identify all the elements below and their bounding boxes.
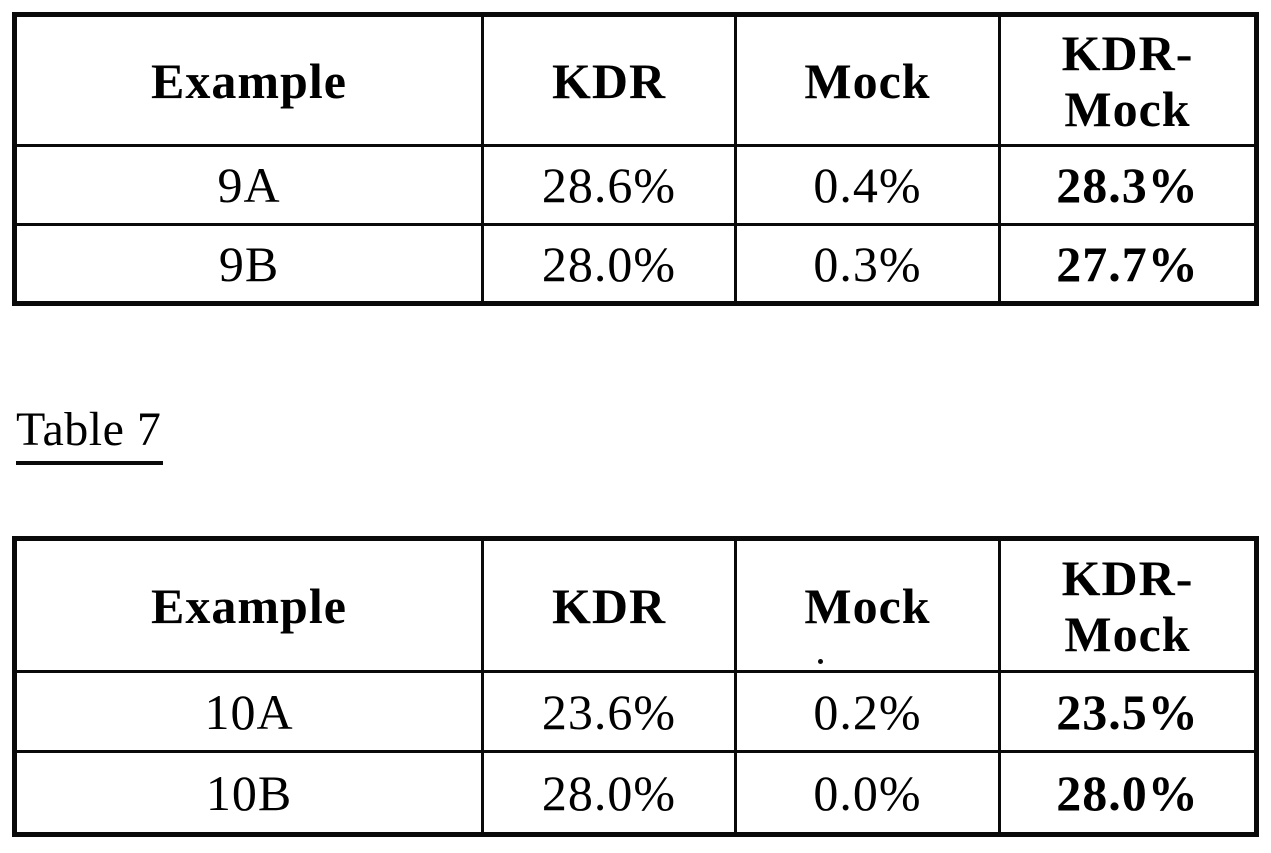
cell-kdr: 28.6%	[481, 144, 737, 226]
upper-header-kdr: KDR	[481, 13, 737, 147]
cell-kdr: 28.0%	[481, 223, 737, 305]
upper-results-table: Example KDR Mock KDR- Mock 9A 28.6% 0.4%…	[12, 12, 1259, 306]
cell-example: 10B	[13, 750, 484, 836]
lower-header-example: Example	[13, 537, 484, 673]
cell-mock: 0.3%	[734, 223, 1001, 305]
cell-example: 10A	[13, 670, 484, 753]
upper-header-example: Example	[13, 13, 484, 147]
scan-artifact-dot	[818, 659, 823, 664]
cell-kdr: 23.6%	[481, 670, 737, 753]
cell-mock: 0.4%	[734, 144, 1001, 226]
upper-header-mock: Mock	[734, 13, 1001, 147]
lower-results-table: Example KDR Mock KDR- Mock 10A 23.6% 0.2…	[12, 536, 1259, 837]
table-7-heading: Table 7	[16, 406, 164, 465]
cell-kdr-minus-mock: 27.7%	[998, 223, 1258, 305]
cell-mock: 0.2%	[734, 670, 1001, 753]
lower-header-kdr: KDR	[481, 537, 737, 673]
cell-kdr-minus-mock: 28.0%	[998, 750, 1258, 836]
upper-header-kdr-minus-mock: KDR- Mock	[998, 13, 1258, 147]
cell-kdr-minus-mock: 23.5%	[998, 670, 1258, 753]
cell-example: 9B	[13, 223, 484, 305]
cell-mock: 0.0%	[734, 750, 1001, 836]
cell-kdr-minus-mock: 28.3%	[998, 144, 1258, 226]
upper-table-header-row: Example KDR Mock KDR- Mock	[13, 13, 1258, 147]
lower-header-kdr-minus-mock: KDR- Mock	[998, 537, 1258, 673]
lower-header-mock: Mock	[734, 537, 1001, 673]
lower-table-header-row: Example KDR Mock KDR- Mock	[13, 537, 1258, 673]
cell-kdr: 28.0%	[481, 750, 737, 836]
table-row-9a: 9A 28.6% 0.4% 28.3%	[13, 144, 1258, 226]
table-row-9b: 9B 28.0% 0.3% 27.7%	[13, 223, 1258, 305]
table-row-10a: 10A 23.6% 0.2% 23.5%	[13, 670, 1258, 753]
table-row-10b: 10B 28.0% 0.0% 28.0%	[13, 750, 1258, 836]
cell-example: 9A	[13, 144, 484, 226]
